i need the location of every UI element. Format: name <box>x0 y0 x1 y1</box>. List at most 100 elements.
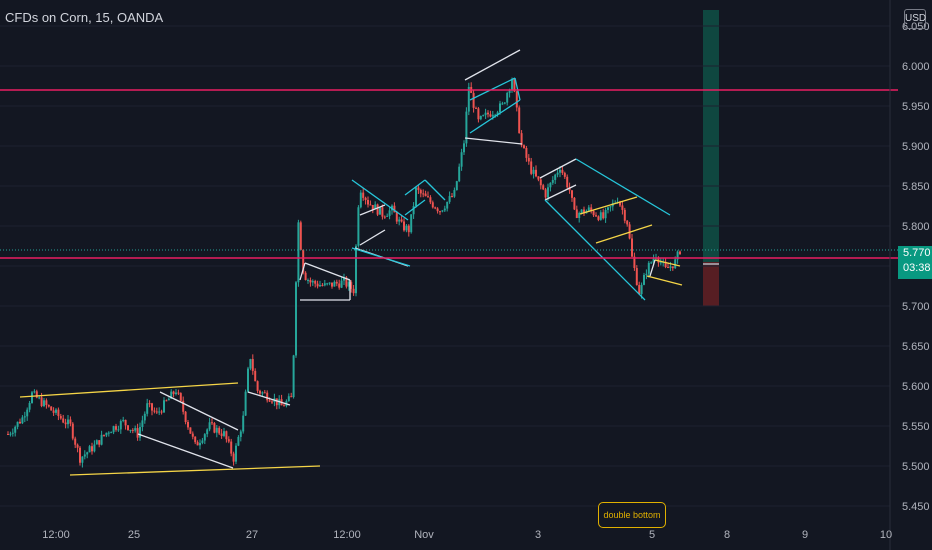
candle-body <box>427 196 429 198</box>
candle-body <box>33 391 36 393</box>
candle-body <box>309 279 312 283</box>
candle-body <box>467 86 470 112</box>
flag-line <box>351 247 411 267</box>
flag-line <box>351 179 409 221</box>
candle-body <box>57 409 60 417</box>
candle-body <box>223 431 225 436</box>
candle-body <box>297 222 300 283</box>
candle-body <box>182 400 185 412</box>
candle-body <box>139 427 141 438</box>
x-tick-label: 10 <box>880 529 892 541</box>
candle-body <box>525 147 528 158</box>
last-price-tag: 5.770 03:38 <box>898 246 932 279</box>
x-tick-label: 25 <box>128 529 140 541</box>
candle-body <box>652 258 655 263</box>
candle-body <box>429 197 432 203</box>
candle-body <box>88 446 91 453</box>
candle-body <box>45 400 48 406</box>
candle-body <box>633 256 636 269</box>
candle-body <box>549 182 552 188</box>
candle-body <box>477 108 480 120</box>
candle-body <box>172 391 175 395</box>
candle-body <box>16 421 19 427</box>
candle-body <box>14 426 17 433</box>
candle-body <box>283 405 285 407</box>
candle-body <box>271 401 273 403</box>
candle-body <box>215 427 218 433</box>
flag-line <box>464 137 523 145</box>
candle-body <box>362 192 365 198</box>
double-bottom-note[interactable]: double bottom <box>598 502 666 528</box>
candle-body <box>542 185 545 190</box>
candle-body <box>323 283 326 286</box>
candle-body <box>69 419 72 424</box>
candle-body <box>129 429 132 431</box>
candle-body <box>621 205 624 210</box>
candle-body <box>143 413 146 421</box>
candle-body <box>177 392 180 394</box>
candle-body <box>146 403 149 414</box>
currency-button[interactable]: USD <box>904 9 926 29</box>
candle-body <box>623 209 626 221</box>
candle-body <box>251 359 254 371</box>
candle-body <box>417 187 420 191</box>
x-tick-label: 27 <box>246 529 258 541</box>
candle-body <box>419 190 422 194</box>
candle-body <box>650 262 653 264</box>
candle-body <box>105 432 108 436</box>
candle-body <box>388 210 391 216</box>
candle-body <box>55 409 57 413</box>
candle-body <box>671 266 674 269</box>
candle-body <box>355 245 357 294</box>
flag-line <box>159 391 239 431</box>
candle-body <box>489 114 492 117</box>
candle-body <box>379 207 381 215</box>
flag-line <box>464 49 521 81</box>
candle-body <box>578 212 581 218</box>
candle-body <box>451 196 453 198</box>
candle-body <box>448 196 451 202</box>
candle-body <box>573 197 576 210</box>
candle-body <box>367 199 369 205</box>
candle-body <box>513 79 516 92</box>
candle-body <box>153 410 156 412</box>
candle-body <box>319 285 321 287</box>
candle-body <box>640 284 643 295</box>
candle-body <box>47 405 50 407</box>
candle-body <box>599 212 602 220</box>
candle-body <box>436 208 439 212</box>
candle-body <box>83 454 86 457</box>
candle-body <box>609 206 612 208</box>
candle-body <box>311 281 314 283</box>
candle-body <box>674 259 677 269</box>
candle-body <box>472 93 475 108</box>
candle-body <box>167 398 170 401</box>
candle-body <box>179 393 182 401</box>
y-tick-label: 6.000 <box>902 61 930 73</box>
flag-line <box>544 184 577 201</box>
flag-line <box>424 179 446 201</box>
flag-line <box>539 158 577 179</box>
candle-body <box>11 432 14 434</box>
candle-body <box>158 411 161 413</box>
candle-body <box>79 447 81 463</box>
candle-body <box>494 114 497 116</box>
x-tick-label: 5 <box>649 529 655 541</box>
candle-body <box>482 115 485 117</box>
candle-body <box>59 416 62 419</box>
candle-body <box>407 225 410 233</box>
candle-body <box>628 224 631 239</box>
candle-body <box>374 204 377 210</box>
candle-body <box>527 157 530 162</box>
flag-line <box>579 196 638 215</box>
candle-body <box>259 390 261 394</box>
candle-body <box>398 219 401 222</box>
candle-body <box>607 207 609 210</box>
flag-line <box>299 262 306 281</box>
candle-body <box>31 392 33 403</box>
candle-body <box>424 193 427 197</box>
candle-body <box>170 391 173 399</box>
candle-body <box>256 381 259 391</box>
candle-body <box>232 453 235 462</box>
